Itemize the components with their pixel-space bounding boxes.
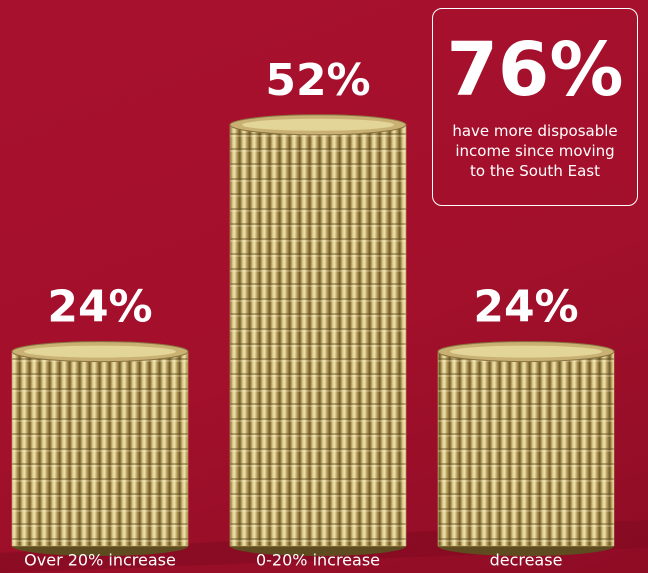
coin-top-inner	[24, 346, 176, 358]
value-label: 24%	[473, 282, 578, 333]
callout-value: 76%	[433, 27, 637, 113]
coin-stack	[12, 352, 188, 546]
callout: 76% have more disposable income since mo…	[432, 8, 638, 206]
x-tick-label: 0-20% increase	[256, 551, 380, 570]
value-label: 24%	[47, 282, 152, 333]
infographic: 24% Over 20% increase 52% 0-20% increase 24%…	[0, 0, 648, 573]
coin-stack	[438, 352, 614, 546]
coin-top-inner	[450, 346, 602, 358]
x-tick-label: Over 20% increase	[24, 551, 176, 570]
coin-stack	[230, 125, 406, 546]
callout-text: have more disposable income since moving…	[433, 113, 637, 181]
value-label: 52%	[265, 55, 370, 106]
coin-top-inner	[242, 119, 394, 131]
x-tick-label: decrease	[490, 551, 563, 570]
